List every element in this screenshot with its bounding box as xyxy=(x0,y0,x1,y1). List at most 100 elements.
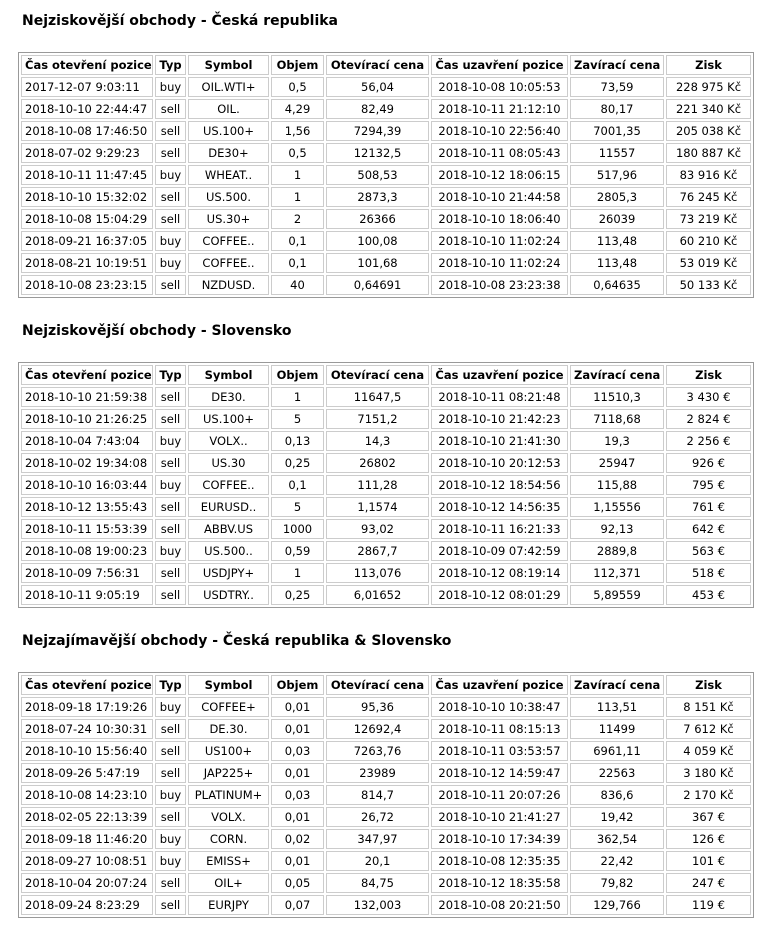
cell: 814,7 xyxy=(326,785,429,805)
cell: 101 € xyxy=(666,851,751,871)
cell: 2 256 € xyxy=(666,431,751,451)
cell: sell xyxy=(155,763,186,783)
cell: sell xyxy=(155,387,186,407)
cell: 2805,3 xyxy=(570,187,664,207)
cell: 2018-10-12 08:19:14 xyxy=(431,563,568,583)
cell: 0,25 xyxy=(271,585,324,605)
cell: 0,01 xyxy=(271,763,324,783)
cell: 205 038 Kč xyxy=(666,121,751,141)
cell: 6,01652 xyxy=(326,585,429,605)
trade-row: 2018-10-11 15:53:39 sell ABBV.US 1000 93,02 2… xyxy=(21,519,751,539)
cell: 2018-10-10 10:38:47 xyxy=(431,697,568,717)
cell: 2018-10-12 14:59:47 xyxy=(431,763,568,783)
header-cell: Čas uzavření pozice xyxy=(431,365,568,385)
cell: COFFEE+ xyxy=(188,697,269,717)
cell: buy xyxy=(155,697,186,717)
cell: 2018-10-12 14:56:35 xyxy=(431,497,568,517)
cell: 0,07 xyxy=(271,895,324,915)
cell: sell xyxy=(155,741,186,761)
cell: 2018-10-10 17:34:39 xyxy=(431,829,568,849)
cell: 0,01 xyxy=(271,851,324,871)
cell: 795 € xyxy=(666,475,751,495)
cell: 0,13 xyxy=(271,431,324,451)
cell: 93,02 xyxy=(326,519,429,539)
cell: US.100+ xyxy=(188,121,269,141)
cell: buy xyxy=(155,475,186,495)
cell: 2017-12-07 9:03:11 xyxy=(21,77,153,97)
cell: US.30+ xyxy=(188,209,269,229)
cell: buy xyxy=(155,253,186,273)
cell: 22563 xyxy=(570,763,664,783)
trade-row: 2018-10-10 21:59:38 sell DE30. 1 11647,5 2018… xyxy=(21,387,751,407)
trade-row: 2018-09-24 8:23:29 sell EURJPY 0,07 132,003 2… xyxy=(21,895,751,915)
cell: sell xyxy=(155,275,186,295)
cell: 2018-10-11 15:53:39 xyxy=(21,519,153,539)
trade-row: 2018-10-10 15:32:02 sell US.500. 1 2873,3 201… xyxy=(21,187,751,207)
cell: 8 151 Kč xyxy=(666,697,751,717)
trade-row: 2018-10-10 21:26:25 sell US.100+ 5 7151,2 201… xyxy=(21,409,751,429)
cell: 2018-10-10 20:12:53 xyxy=(431,453,568,473)
header-cell: Otevírací cena xyxy=(326,55,429,75)
cell: 84,75 xyxy=(326,873,429,893)
cell: 95,36 xyxy=(326,697,429,717)
cell: 2018-02-05 22:13:39 xyxy=(21,807,153,827)
cell: 2018-10-09 7:56:31 xyxy=(21,563,153,583)
cell: 26366 xyxy=(326,209,429,229)
cell: 2 xyxy=(271,209,324,229)
cell: 4 059 Kč xyxy=(666,741,751,761)
header-cell: Čas otevření pozice xyxy=(21,55,153,75)
header-cell: Objem xyxy=(271,55,324,75)
trade-row: 2018-10-11 9:05:19 sell USDTRY.. 0,25 6,0165… xyxy=(21,585,751,605)
cell: 11557 xyxy=(570,143,664,163)
cell: US.500.. xyxy=(188,541,269,561)
cell: 2018-10-10 21:44:58 xyxy=(431,187,568,207)
cell: 26,72 xyxy=(326,807,429,827)
cell: 40 xyxy=(271,275,324,295)
cell: 6961,11 xyxy=(570,741,664,761)
cell: 50 133 Kč xyxy=(666,275,751,295)
cell: sell xyxy=(155,895,186,915)
cell: 453 € xyxy=(666,585,751,605)
header-cell: Čas otevření pozice xyxy=(21,675,153,695)
cell: US100+ xyxy=(188,741,269,761)
cell: 2873,3 xyxy=(326,187,429,207)
cell: sell xyxy=(155,585,186,605)
cell: 1 xyxy=(271,165,324,185)
cell: 112,371 xyxy=(570,563,664,583)
cell: sell xyxy=(155,519,186,539)
cell: 2018-10-11 16:21:33 xyxy=(431,519,568,539)
cell: 2018-10-11 08:05:43 xyxy=(431,143,568,163)
trade-row: 2018-10-08 14:23:10 buy PLATINUM+ 0,03 814,7… xyxy=(21,785,751,805)
header-row: Čas otevření pozice Typ Symbol Objem Otevíra… xyxy=(21,55,751,75)
cell: 642 € xyxy=(666,519,751,539)
cell: 7001,35 xyxy=(570,121,664,141)
cell: 2018-09-21 16:37:05 xyxy=(21,231,153,251)
cell: NZDUSD. xyxy=(188,275,269,295)
cell: 926 € xyxy=(666,453,751,473)
cell: 0,01 xyxy=(271,719,324,739)
cell: 347,97 xyxy=(326,829,429,849)
section-title: Nejzajímavější obchody - Česká republika… xyxy=(22,633,452,649)
cell: 0,02 xyxy=(271,829,324,849)
cell: EURJPY xyxy=(188,895,269,915)
cell: 761 € xyxy=(666,497,751,517)
cell: 0,64691 xyxy=(326,275,429,295)
trade-row: 2018-02-05 22:13:39 sell VOLX. 0,01 26,72 201… xyxy=(21,807,751,827)
cell: 2018-10-08 12:35:35 xyxy=(431,851,568,871)
cell: sell xyxy=(155,187,186,207)
cell: 2867,7 xyxy=(326,541,429,561)
cell: 2018-10-10 22:44:47 xyxy=(21,99,153,119)
cell: sell xyxy=(155,209,186,229)
cell: 180 887 Kč xyxy=(666,143,751,163)
section: Nejzajímavější obchody - Česká republika… xyxy=(18,630,754,918)
cell: 2018-10-12 18:54:56 xyxy=(431,475,568,495)
cell: 73,59 xyxy=(570,77,664,97)
trade-row: 2018-10-08 19:00:23 buy US.500.. 0,59 2867,7… xyxy=(21,541,751,561)
cell: 113,48 xyxy=(570,253,664,273)
cell: US.500. xyxy=(188,187,269,207)
cell: 26802 xyxy=(326,453,429,473)
cell: 2018-10-11 21:12:10 xyxy=(431,99,568,119)
cell: COFFEE.. xyxy=(188,475,269,495)
cell: DE.30. xyxy=(188,719,269,739)
